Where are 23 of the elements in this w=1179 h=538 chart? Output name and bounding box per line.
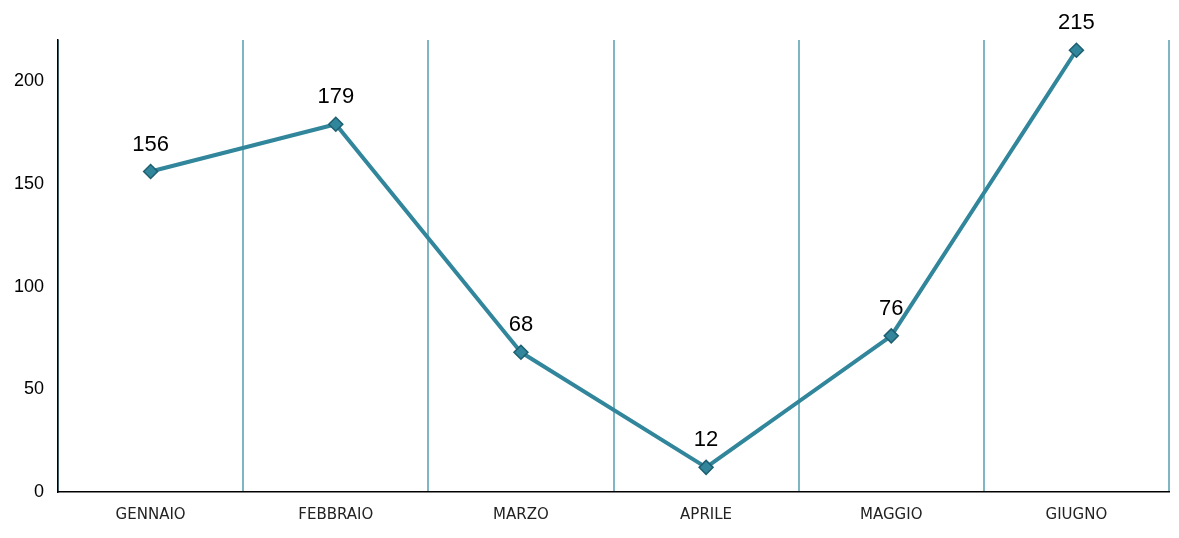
y-tick-label: 100 bbox=[13, 275, 45, 296]
point bbox=[328, 116, 344, 132]
data-label: 12 bbox=[693, 426, 719, 452]
x-tick-label: FEBBRAIO bbox=[298, 504, 374, 523]
point bbox=[513, 344, 529, 361]
point bbox=[698, 459, 714, 476]
data-label: 76 bbox=[879, 294, 904, 320]
data-label: 156 bbox=[132, 130, 169, 156]
x-tick-label: GENNAIO bbox=[115, 504, 186, 523]
x-tick-label: MARZO bbox=[493, 504, 549, 523]
data-label: 215 bbox=[1058, 9, 1095, 35]
y-tick-label: 50 bbox=[24, 378, 45, 399]
y-tick-label: 0 bbox=[34, 480, 45, 501]
point bbox=[1068, 42, 1085, 59]
y-tick-label: 200 bbox=[13, 70, 45, 91]
point bbox=[142, 163, 159, 180]
y-tick-label: 150 bbox=[13, 172, 45, 193]
data-label: 179 bbox=[317, 83, 355, 109]
data-label: 68 bbox=[508, 311, 534, 337]
x-tick-label: APRILE bbox=[680, 504, 733, 523]
x-tick-label: MAGGIO bbox=[860, 504, 923, 523]
point bbox=[883, 328, 900, 344]
x-tick-label: GIUGNO bbox=[1045, 504, 1108, 523]
